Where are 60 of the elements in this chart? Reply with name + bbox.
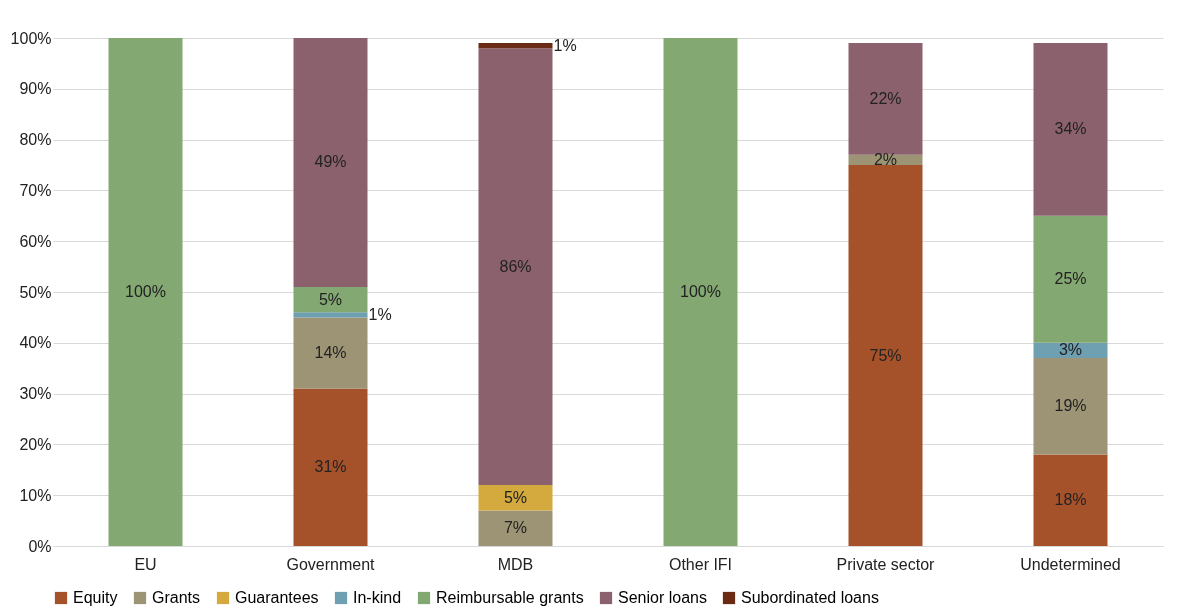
bar [293,388,368,546]
y-tick-label: 50% [19,283,52,301]
bar [1033,358,1108,455]
legend-label: Grants [152,589,201,606]
y-tick-label: 0% [28,537,52,555]
data-label: 31% [314,458,347,476]
bar [293,286,368,313]
bar [108,38,183,546]
y-tick-label: 30% [19,385,52,403]
bar [478,510,553,546]
data-label: 3% [1058,341,1083,359]
x-tick-label: Undetermined [1020,555,1121,573]
bar [1033,43,1108,216]
y-tick-label: 70% [19,181,52,199]
data-label: 49% [314,153,347,171]
bar [1033,215,1108,343]
legend-label: Equity [73,589,118,606]
data-label: 75% [869,346,902,364]
data-label: 86% [499,257,532,275]
x-tick-label: EU [134,555,157,573]
data-label: 19% [1054,397,1087,415]
data-label: 100% [125,283,166,300]
y-tick-label: 90% [19,80,52,98]
legend-label: Guarantees [235,589,319,606]
bar [293,38,368,287]
data-label: 2% [873,150,898,168]
x-tick-label: Government [286,555,376,573]
data-label: 1% [368,305,392,323]
legend-label: Subordinated loans [741,589,879,606]
data-label: 1% [553,36,577,54]
data-label: 5% [318,290,343,308]
bar [478,48,553,486]
data-label: 34% [1054,120,1087,138]
data-label: 18% [1054,491,1087,509]
bar [478,43,553,49]
data-label: 100% [680,283,721,300]
bar [663,38,738,546]
bar [848,165,923,546]
x-tick-label: Private sector [836,555,936,573]
bar [293,312,368,318]
y-tick-label: 100% [10,29,52,47]
x-tick-label: Other IFI [668,555,733,573]
y-tick-label: 60% [19,232,52,250]
legend-label: Senior loans [618,589,707,606]
bar [848,43,923,155]
data-label: 7% [503,519,528,537]
bar [293,317,368,389]
x-tick-label: MDB [497,555,534,573]
y-tick-label: 40% [19,334,52,352]
y-tick-label: 80% [19,131,52,149]
legend-label: In-kind [353,589,402,606]
data-label: 5% [503,488,528,506]
legend-label: Reimbursable grants [436,589,584,606]
y-tick-label: 10% [19,486,52,504]
data-label: 25% [1054,270,1087,288]
bar [478,485,553,511]
bar [1033,454,1108,546]
data-label: 14% [314,343,347,361]
data-label: 22% [869,89,902,107]
y-tick-label: 20% [19,435,52,453]
